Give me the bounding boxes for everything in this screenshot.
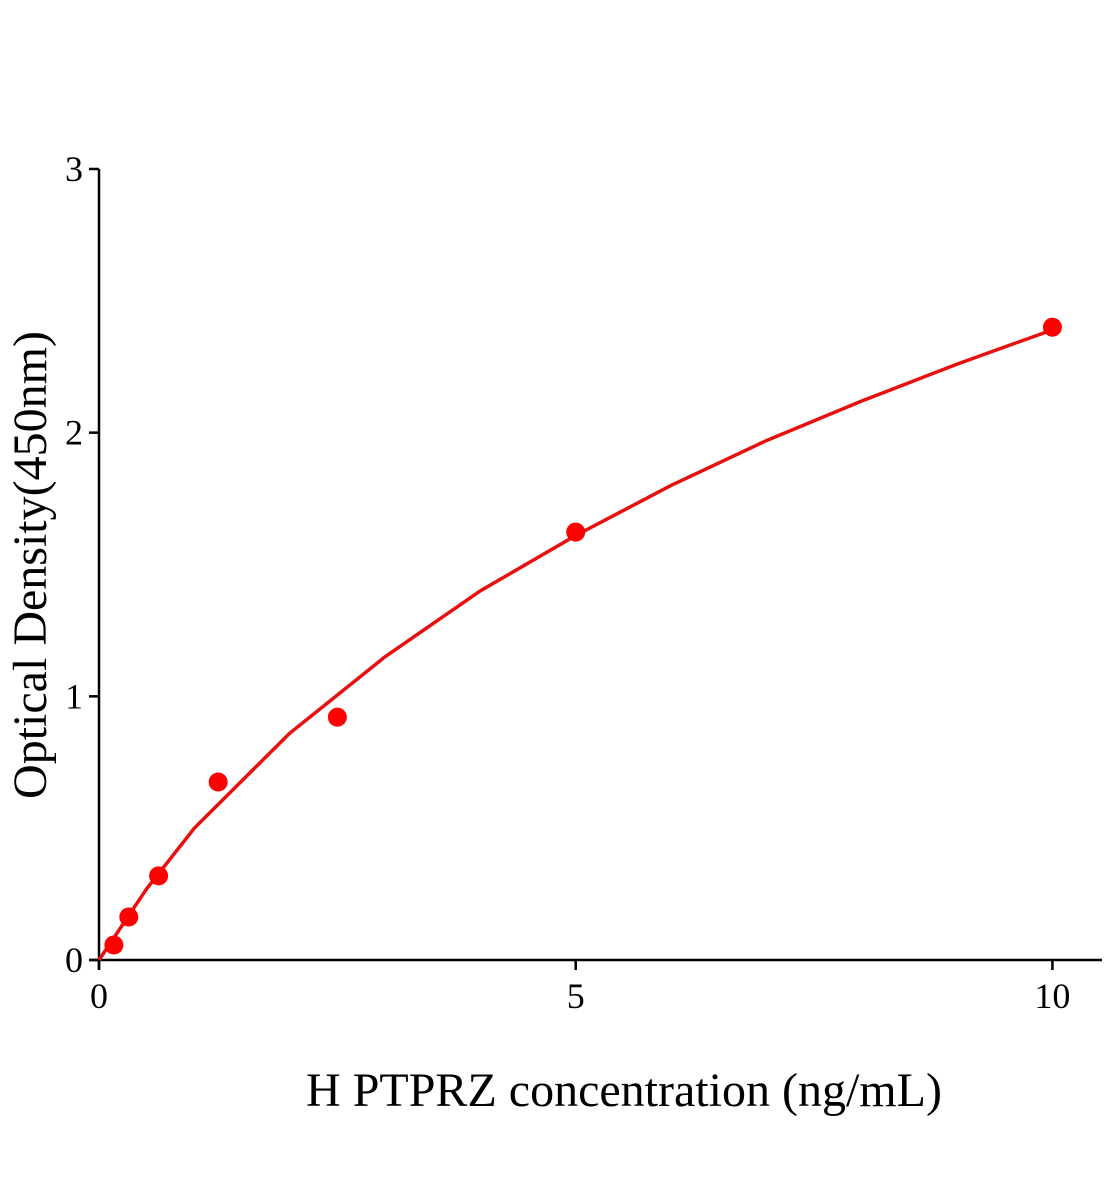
data-point <box>566 522 586 542</box>
x-tick-label: 5 <box>567 976 585 1016</box>
x-tick-label: 10 <box>1034 976 1070 1016</box>
data-point <box>208 772 228 792</box>
data-point <box>327 707 347 727</box>
data-point <box>149 866 169 886</box>
y-tick-label: 0 <box>65 940 83 980</box>
x-axis-title: H PTPRZ concentration (ng/mL) <box>306 1064 942 1117</box>
x-tick-label: 0 <box>90 976 108 1016</box>
data-point <box>1042 317 1062 337</box>
fit-curve <box>97 328 1054 961</box>
y-tick-label: 1 <box>65 676 83 716</box>
data-point <box>119 907 139 927</box>
y-tick-label: 2 <box>65 413 83 453</box>
y-tick-label: 3 <box>65 149 83 189</box>
data-point <box>104 935 124 955</box>
y-axis-title: Optical Density(450nm) <box>4 331 57 799</box>
